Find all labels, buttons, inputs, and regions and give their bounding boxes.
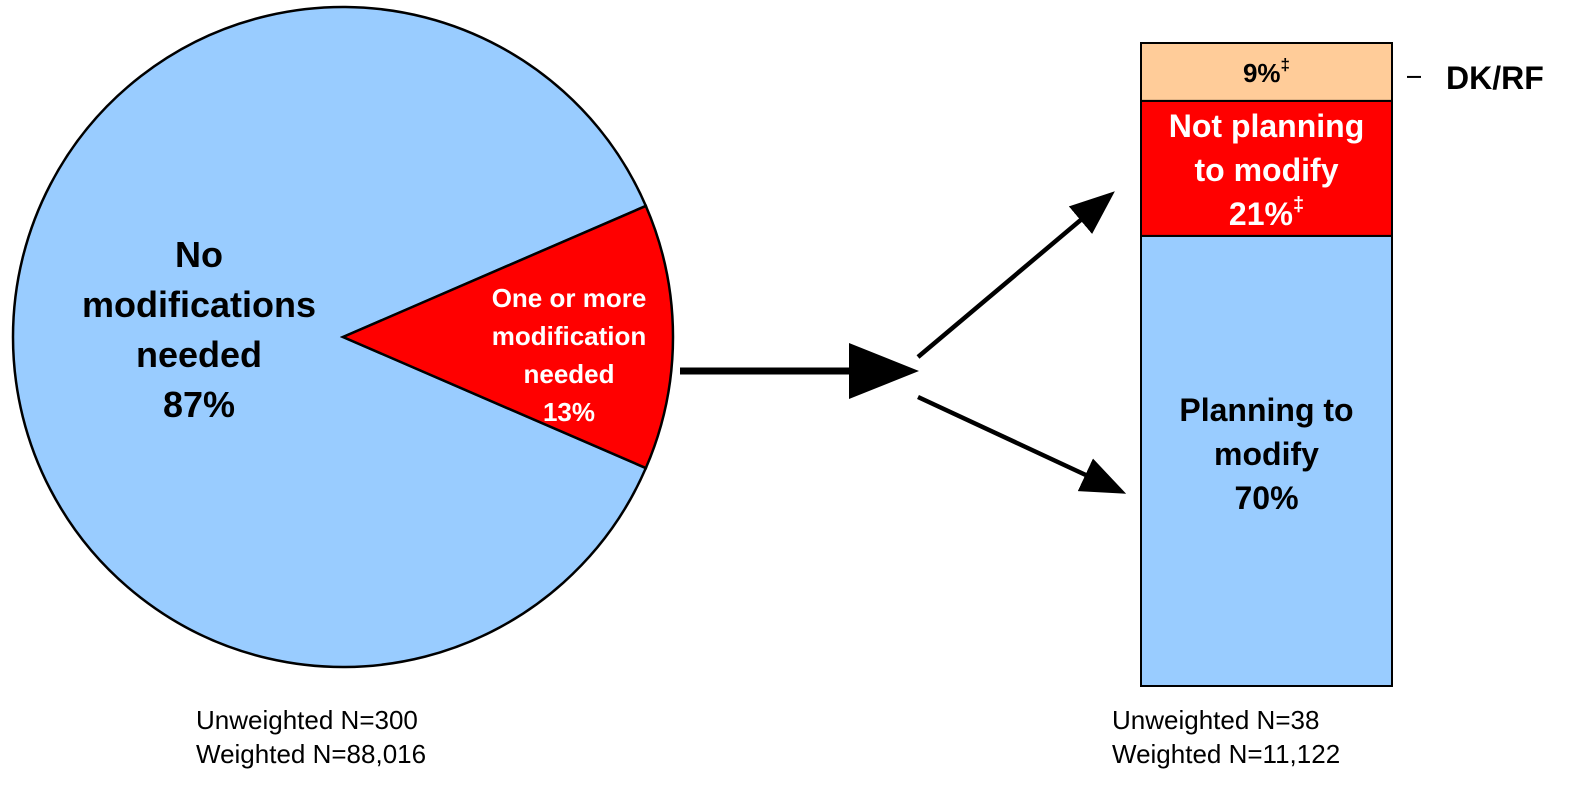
pie-slice-no-modifications bbox=[11, 5, 648, 669]
bar-label-not-planning: Not planning to modify 21%‡ bbox=[1169, 108, 1365, 232]
pie-weighted-n: Weighted N=88,016 bbox=[196, 739, 427, 769]
bar-segment-dkrf bbox=[1140, 42, 1393, 102]
upper-arrow bbox=[916, 191, 1115, 359]
stacked-bar-chart: Planning to modify 70% Not planning to modif… bbox=[1140, 42, 1544, 687]
lower-arrow bbox=[917, 394, 1127, 494]
bar-unweighted-n: Unweighted N=38 bbox=[1112, 705, 1320, 735]
pie-label-no-modifications: No modifications needed 87% bbox=[82, 234, 316, 425]
pie-chart: No modifications needed 87% One or more modif… bbox=[11, 5, 675, 669]
bar-weighted-n: Weighted N=11,122 bbox=[1112, 739, 1341, 769]
bar-segment-planning bbox=[1140, 234, 1393, 687]
pie-unweighted-n: Unweighted N=300 bbox=[196, 705, 418, 735]
connector-arrows bbox=[680, 191, 1127, 494]
bar-outside-label-dkrf: DK/RF bbox=[1446, 60, 1544, 96]
pie-sample-note: Unweighted N=300 Weighted N=88,016 bbox=[196, 703, 426, 771]
pie-slice-one-or-more bbox=[339, 204, 675, 470]
bar-sample-note: Unweighted N=38 Weighted N=11,122 bbox=[1112, 703, 1340, 771]
bar-label-planning: Planning to modify 70% bbox=[1179, 392, 1353, 516]
bar-label-dkrf-value: 9%‡ bbox=[1243, 55, 1290, 88]
pie-label-one-or-more: One or more modification needed 13% bbox=[492, 283, 647, 427]
